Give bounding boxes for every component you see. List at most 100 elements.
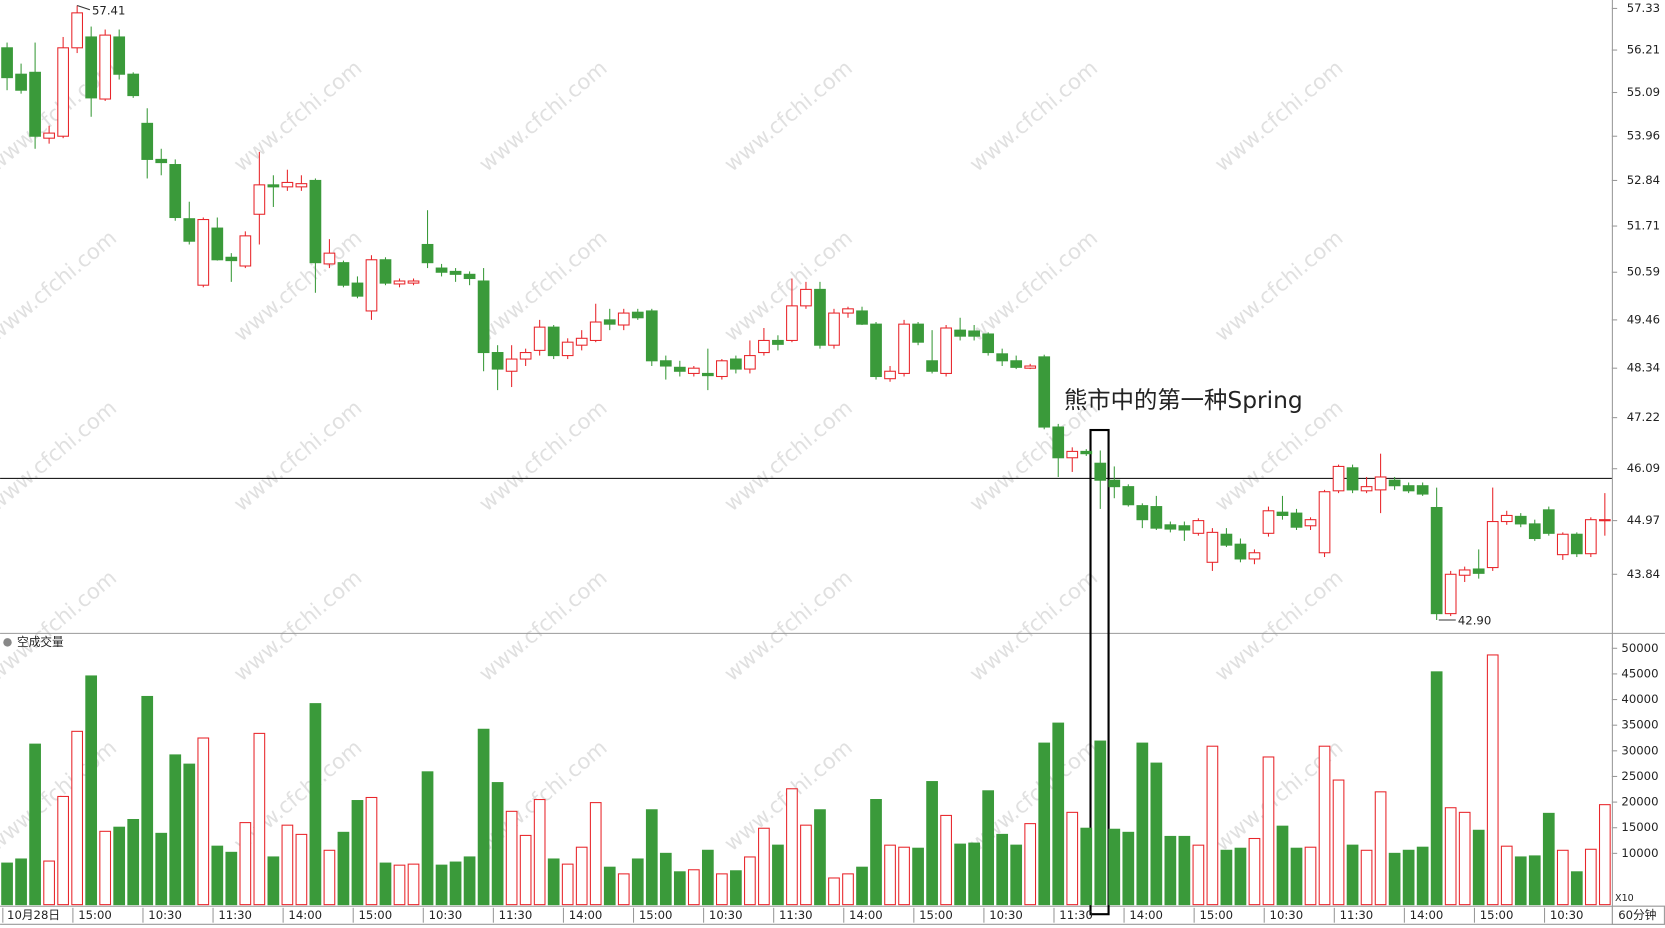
y-tick-label: 52.84: [1627, 173, 1660, 187]
candle-body: [940, 327, 952, 374]
volume-bar: [71, 730, 84, 906]
x-tick-label: 14:00: [849, 908, 883, 922]
candle-body: [954, 329, 966, 337]
volume-bar: [1178, 835, 1191, 906]
x-tick-label: 15:00: [1199, 908, 1233, 922]
volume-bar: [772, 844, 784, 906]
x-tick-label: 11:30: [218, 908, 252, 922]
candle-body: [1388, 479, 1401, 487]
candle-body: [856, 310, 868, 325]
candle-body: [1164, 524, 1177, 530]
volume-bar: [365, 796, 378, 906]
x-tick-label: 15:00: [919, 908, 953, 922]
candle-body: [982, 333, 995, 354]
candle-body: [519, 352, 532, 360]
volume-bar: [786, 788, 798, 906]
volume-bar: [940, 814, 952, 906]
candle-body: [1, 47, 13, 79]
candle-body: [898, 323, 910, 374]
candle-body: [155, 158, 168, 164]
volume-bar: [1108, 828, 1121, 906]
candle-body: [239, 235, 252, 267]
y-tick-label: 30000: [1621, 743, 1658, 757]
candle-body: [996, 353, 1009, 362]
volume-bar: [1500, 845, 1513, 906]
volume-bar: [1206, 745, 1219, 906]
volume-bar: [1472, 829, 1485, 906]
candle-body: [786, 305, 798, 341]
candle-body: [309, 179, 322, 264]
volume-bar: [57, 795, 69, 906]
volume-bar: [113, 826, 126, 906]
volume-bar: [29, 743, 41, 906]
period-box: [1611, 905, 1665, 925]
volume-bar: [533, 799, 546, 906]
volume-bar: [1164, 835, 1177, 906]
candle-body: [449, 270, 462, 275]
min-marker: 42.90: [1458, 614, 1491, 628]
volume-bar: [337, 831, 350, 906]
volume-bar: [295, 833, 308, 906]
volume-bar: [407, 863, 420, 906]
volume-bar: [1514, 856, 1527, 906]
volume-bar: [519, 834, 532, 906]
x-tick-label: 14:00: [288, 908, 322, 922]
volume-bar: [491, 782, 504, 906]
max-marker: 57.41: [92, 3, 125, 17]
volume-bar: [1416, 846, 1429, 906]
volume-bar: [575, 846, 588, 906]
candle-body: [393, 280, 406, 285]
volume-bar: [659, 852, 672, 906]
volume-bar: [898, 846, 910, 906]
volume-bar: [463, 856, 476, 906]
volume-bar: [730, 870, 742, 906]
candle-body: [1374, 476, 1387, 491]
candle-body: [645, 310, 658, 362]
x-tick-label: 10:30: [148, 908, 182, 922]
y-tick-label: 53.96: [1627, 129, 1660, 143]
candle-body: [1178, 525, 1191, 531]
volume-bar: [631, 858, 644, 906]
volume-bar: [323, 849, 336, 906]
candle-body: [1332, 465, 1345, 492]
volume-bar: [673, 871, 686, 906]
volume-bar: [1598, 804, 1611, 906]
volume-bar: [996, 833, 1009, 906]
candle-body: [1276, 511, 1289, 516]
candle-body: [744, 355, 756, 370]
volume-bar: [800, 824, 812, 906]
volume-bar: [127, 818, 140, 906]
candle-body: [687, 367, 700, 374]
volume-bar: [1430, 671, 1443, 906]
candle-body: [533, 326, 546, 351]
candle-body: [1472, 568, 1485, 574]
volume-bar: [842, 873, 854, 906]
y-tick-label: 25000: [1621, 769, 1658, 783]
candle-body: [1122, 486, 1135, 506]
x-tick-label: 11:30: [1059, 908, 1093, 922]
candle-body: [758, 339, 770, 354]
candle-body: [1500, 514, 1513, 523]
x-tick-label: 15:00: [359, 908, 393, 922]
candle-body: [379, 259, 392, 284]
volume-bar: [449, 861, 462, 906]
volume-bar: [603, 866, 616, 906]
volume-bar: [1220, 849, 1233, 906]
volume-bar: [1486, 654, 1499, 906]
candle-body: [29, 71, 41, 137]
candle-body: [71, 12, 84, 49]
candle-body: [673, 366, 686, 372]
x-tick-label: 11:30: [499, 908, 533, 922]
candle-body: [1220, 533, 1233, 546]
volume-bar: [1332, 779, 1345, 906]
candle-body: [1136, 505, 1149, 521]
candle-body: [617, 312, 630, 326]
y-tick-label: 55.09: [1627, 85, 1660, 99]
x-tick-label: 14:00: [1410, 908, 1444, 922]
volume-bar: [225, 851, 238, 906]
volume-bar: [1010, 844, 1023, 906]
candle-body: [1108, 479, 1121, 488]
volume-bar: [954, 843, 966, 906]
volume-bar: [351, 800, 364, 906]
